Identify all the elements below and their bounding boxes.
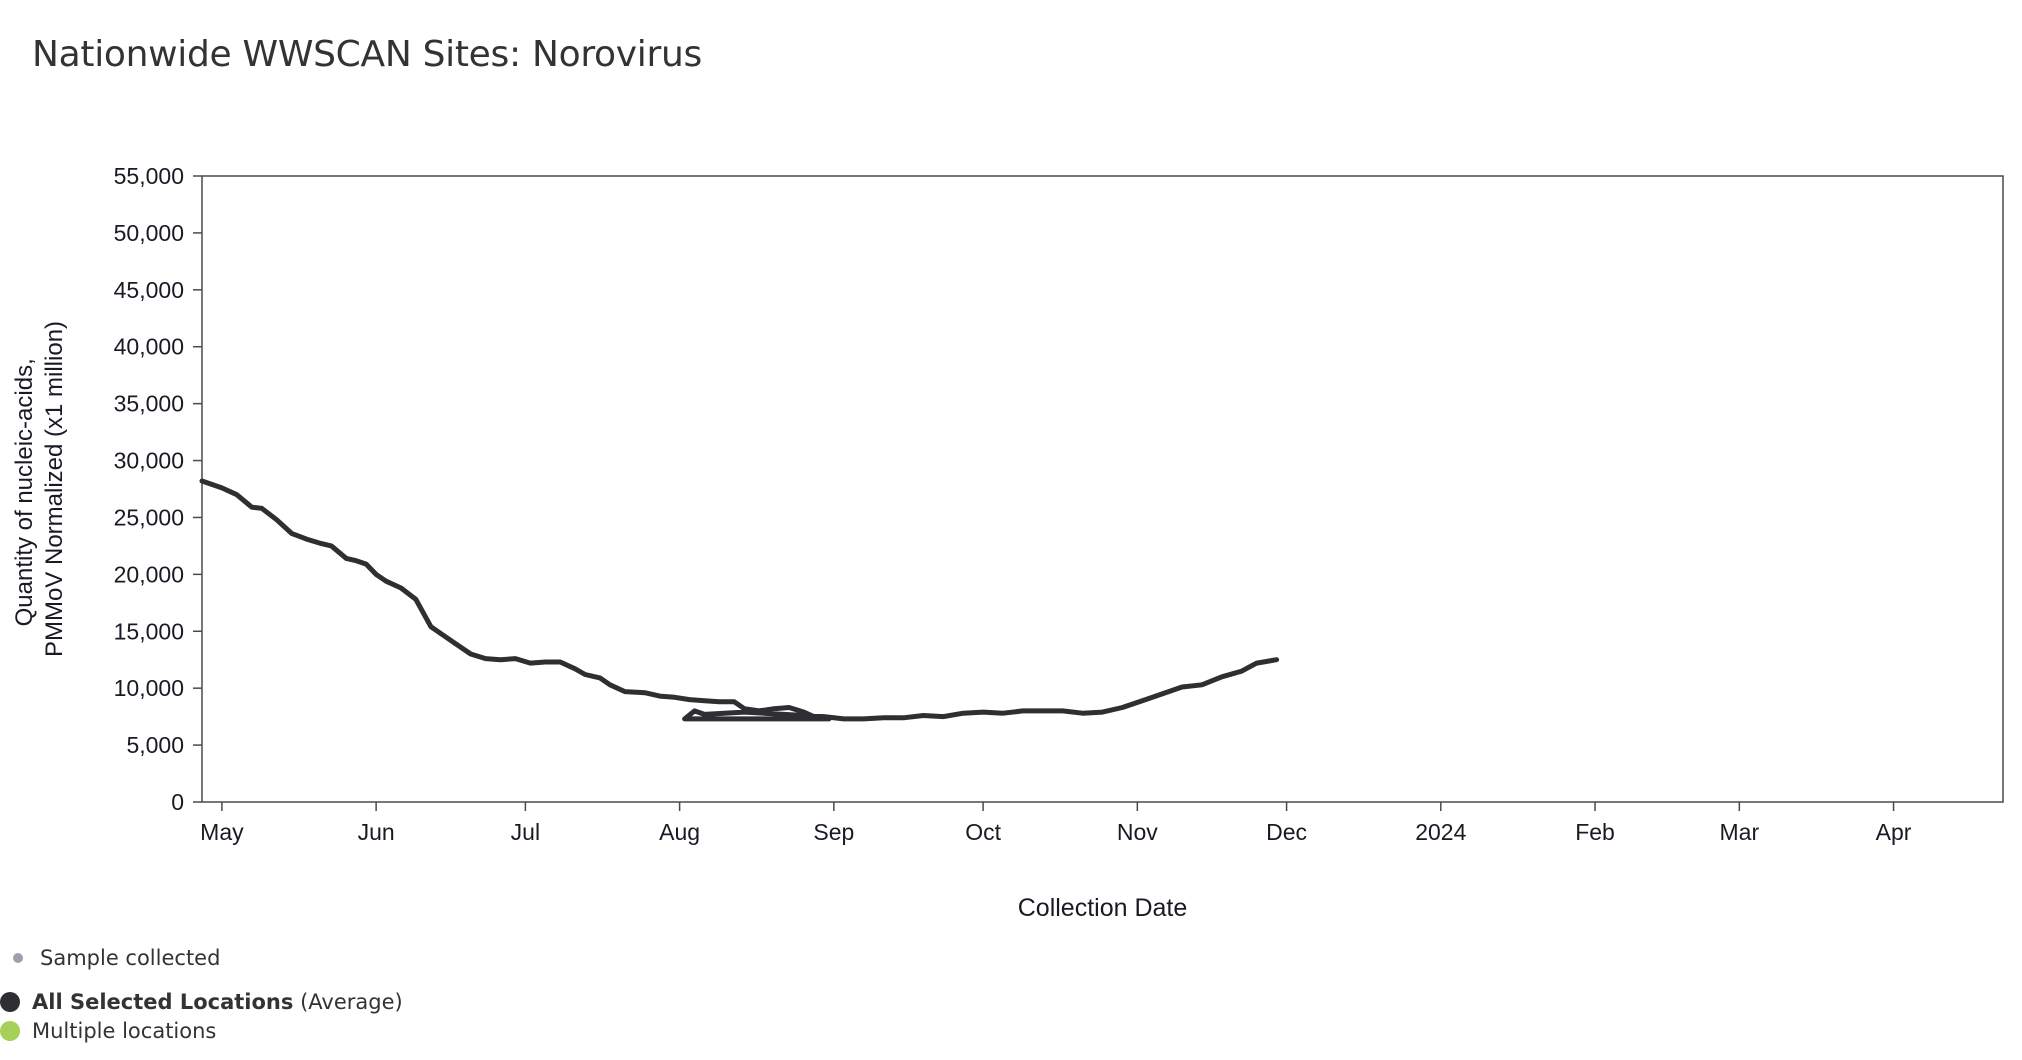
plot-frame [201, 175, 2004, 803]
y-tick-label: 5,000 [126, 732, 184, 758]
x-axis: May Jun Jul Aug Sep Oct Nov Dec 2024 Feb Mar Apr [200, 802, 1912, 845]
x-tick-label: Apr [1876, 819, 1912, 845]
y-axis: 0 5,000 10,000 15,000 20,000 25,000 30,000 35,0… [114, 163, 202, 815]
legend-label-average-bold: All Selected Locations [32, 990, 294, 1014]
line-chart: 0 5,000 10,000 15,000 20,000 25,000 30,000 35,0… [11, 163, 2004, 922]
legend-label-average-suffix: (Average) [293, 990, 403, 1014]
legend-label-multiple: Multiple locations [32, 1019, 217, 1043]
y-axis-label-line-1: Quantity of nucleic-acids, [11, 358, 38, 626]
legend-item-sample-collected[interactable]: Sample collected [0, 946, 220, 970]
y-tick-label: 55,000 [114, 163, 184, 189]
y-tick-label: 25,000 [114, 504, 184, 530]
y-tick-label: 10,000 [114, 675, 184, 701]
x-tick-label: Feb [1575, 819, 1615, 845]
y-tick-label: 15,000 [114, 618, 184, 644]
y-tick-label: 50,000 [114, 220, 184, 246]
legend-label-sample: Sample collected [40, 946, 221, 970]
x-tick-label: Jun [358, 819, 395, 845]
y-tick-label: 35,000 [114, 391, 184, 417]
y-tick-label: 40,000 [114, 334, 184, 360]
x-tick-label: Aug [659, 819, 700, 845]
y-tick-label: 0 [171, 789, 184, 815]
y-axis-label-line-2: PMMoV Normalized (x1 million) [41, 321, 68, 657]
y-axis-label: Quantity of nucleic-acids, PMMoV Normali… [11, 321, 68, 657]
y-tick-label: 20,000 [114, 561, 184, 587]
chart-title: Nationwide WWSCAN Sites: Norovirus [32, 34, 702, 75]
y-tick-label: 45,000 [114, 277, 184, 303]
legend-item-all-selected-locations[interactable]: All Selected Locations (Average) [0, 990, 403, 1014]
series-line-all-selected-locations[interactable] [199, 478, 1280, 722]
x-tick-label: Sep [813, 819, 854, 845]
x-tick-label: Mar [1720, 819, 1760, 845]
multiple-dot-icon [0, 1021, 20, 1041]
y-tick-label: 30,000 [114, 448, 184, 474]
x-tick-label: Oct [965, 819, 1001, 845]
x-axis-label: Collection Date [1018, 894, 1188, 922]
legend-item-multiple-locations[interactable]: Multiple locations [0, 1019, 216, 1043]
average-dot-icon [0, 992, 20, 1012]
x-tick-label: Nov [1117, 819, 1158, 845]
sample-dot-icon [13, 953, 23, 963]
x-tick-label: Dec [1266, 819, 1307, 845]
x-tick-label: Jul [511, 819, 540, 845]
x-tick-label: 2024 [1415, 819, 1466, 845]
x-tick-label: May [200, 819, 244, 845]
